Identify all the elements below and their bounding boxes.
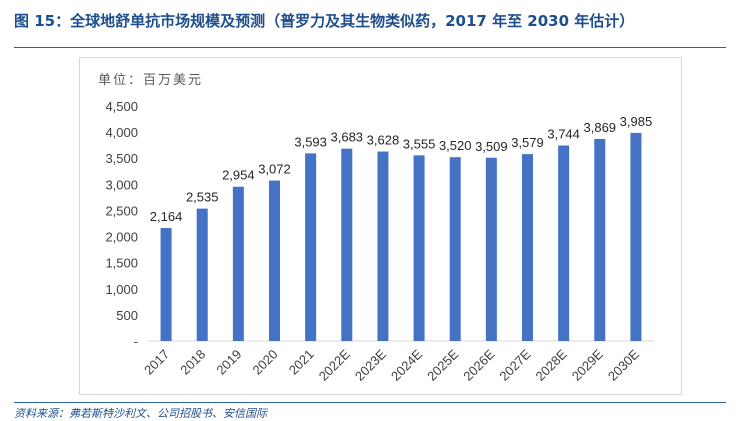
y-tick-label: - — [134, 334, 138, 349]
bar — [594, 138, 606, 341]
bar — [558, 145, 570, 341]
bar — [485, 157, 497, 341]
data-label: 3,520 — [439, 138, 472, 153]
x-tick-label: 2021 — [286, 347, 317, 378]
x-tick-label: 2017 — [141, 347, 172, 378]
data-label: 2,954 — [222, 168, 255, 183]
y-tick-label: 2,500 — [105, 203, 138, 218]
data-label: 3,072 — [258, 162, 291, 177]
bar — [160, 227, 172, 341]
data-label: 3,579 — [511, 135, 544, 150]
data-label: 3,985 — [620, 114, 653, 129]
y-tick-label: 4,500 — [105, 99, 138, 114]
y-tick-label: 1,500 — [105, 256, 138, 271]
data-label: 3,683 — [331, 130, 364, 145]
data-label: 3,628 — [367, 133, 400, 148]
figure-title: 图 15：全球地舒单抗市场规模及预测（普罗力及其生物类似药，2017 年至 20… — [14, 12, 635, 30]
y-tick-label: 3,500 — [105, 151, 138, 166]
bar — [522, 154, 533, 341]
bar — [232, 186, 244, 341]
data-label: 2,164 — [150, 209, 183, 224]
x-tick-label: 2025E — [424, 346, 461, 383]
data-label: 3,593 — [294, 134, 327, 149]
title-rule — [14, 47, 726, 48]
x-tick-label: 2027E — [496, 346, 533, 383]
y-tick-label: 2,000 — [105, 230, 138, 245]
data-label: 3,869 — [584, 120, 617, 135]
y-tick-label: 4,000 — [105, 125, 138, 140]
bar — [630, 132, 642, 341]
x-tick-label: 2023E — [352, 346, 389, 383]
source-rule — [14, 402, 726, 403]
x-tick-label: 2019 — [213, 347, 244, 378]
x-tick-label: 2022E — [316, 346, 353, 383]
bar — [196, 208, 208, 341]
x-tick-label: 2026E — [460, 346, 497, 383]
bar — [449, 157, 461, 341]
x-tick-label: 2024E — [388, 346, 425, 383]
data-label: 3,509 — [475, 139, 508, 154]
bar — [305, 153, 317, 341]
x-tick-label: 2018 — [177, 347, 208, 378]
x-tick-label: 2030E — [605, 346, 642, 383]
x-tick-label: 2029E — [569, 346, 606, 383]
y-tick-label: 3,000 — [105, 177, 138, 192]
data-label: 3,744 — [547, 126, 580, 141]
x-tick-label: 2020 — [250, 347, 281, 378]
y-tick-label: 500 — [116, 308, 138, 323]
source-note: 资料来源：弗若斯特沙利文、公司招股书、安信国际 — [14, 407, 267, 420]
bar — [341, 148, 353, 341]
data-label: 2,535 — [186, 190, 219, 205]
y-tick-label: 1,000 — [105, 282, 138, 297]
data-label: 3,555 — [403, 136, 436, 151]
unit-label: 单位：百万美元 — [98, 73, 204, 88]
x-tick-label: 2028E — [533, 346, 570, 383]
bar — [269, 180, 280, 341]
bar — [377, 151, 389, 341]
bar — [413, 155, 425, 341]
